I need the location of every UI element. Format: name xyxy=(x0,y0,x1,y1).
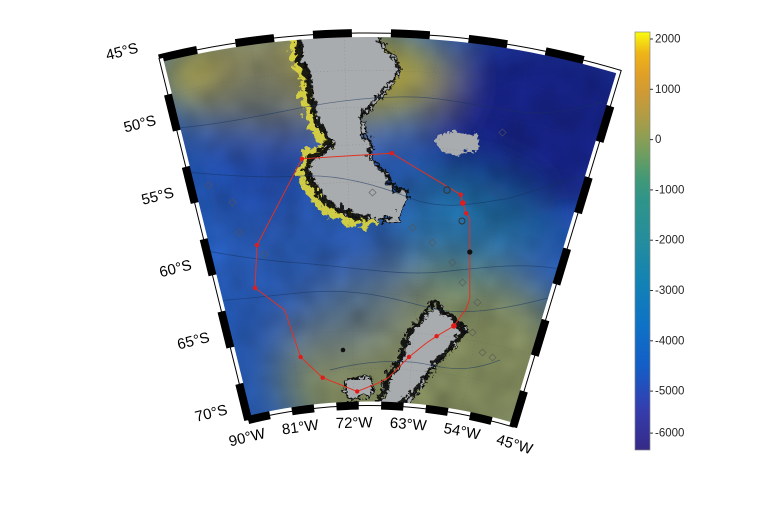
svg-text:0: 0 xyxy=(655,134,661,146)
svg-text:-6000: -6000 xyxy=(655,428,684,440)
svg-text:54°W: 54°W xyxy=(442,420,482,444)
svg-text:60°S: 60°S xyxy=(158,257,194,281)
svg-text:2000: 2000 xyxy=(655,34,681,46)
svg-text:45°S: 45°S xyxy=(104,40,140,64)
svg-text:63°W: 63°W xyxy=(389,415,428,435)
svg-text:-4000: -4000 xyxy=(655,335,684,347)
svg-text:-5000: -5000 xyxy=(655,386,684,398)
svg-text:-2000: -2000 xyxy=(655,235,684,247)
svg-text:81°W: 81°W xyxy=(281,417,321,439)
svg-text:65°S: 65°S xyxy=(176,329,212,353)
svg-text:55°S: 55°S xyxy=(140,184,176,208)
svg-text:-1000: -1000 xyxy=(655,184,684,196)
svg-text:45°W: 45°W xyxy=(494,431,535,458)
svg-text:72°W: 72°W xyxy=(336,414,374,432)
svg-text:1000: 1000 xyxy=(655,84,681,96)
svg-text:-3000: -3000 xyxy=(655,285,684,297)
svg-text:90°W: 90°W xyxy=(227,425,268,451)
svg-text:50°S: 50°S xyxy=(122,112,158,136)
svg-text:70°S: 70°S xyxy=(193,401,229,425)
